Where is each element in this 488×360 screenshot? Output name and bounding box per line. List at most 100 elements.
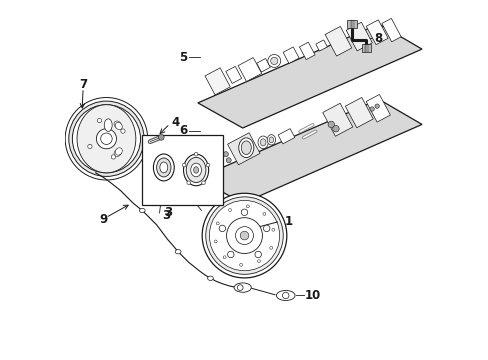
Ellipse shape <box>115 122 122 130</box>
Ellipse shape <box>175 249 181 254</box>
Circle shape <box>205 197 283 274</box>
Circle shape <box>327 121 334 128</box>
Polygon shape <box>198 24 421 128</box>
Circle shape <box>239 264 242 266</box>
Polygon shape <box>256 58 270 72</box>
Circle shape <box>271 228 274 231</box>
Circle shape <box>72 105 140 173</box>
Polygon shape <box>225 66 241 84</box>
Circle shape <box>254 251 261 258</box>
Circle shape <box>227 251 234 258</box>
Circle shape <box>182 163 185 167</box>
Text: 2: 2 <box>181 195 188 208</box>
Polygon shape <box>198 99 421 203</box>
Ellipse shape <box>193 167 198 173</box>
Circle shape <box>158 134 164 140</box>
Polygon shape <box>238 58 261 81</box>
Polygon shape <box>366 20 387 45</box>
Circle shape <box>226 158 231 163</box>
Circle shape <box>267 54 280 67</box>
Circle shape <box>257 260 260 263</box>
Ellipse shape <box>234 283 251 292</box>
Ellipse shape <box>276 291 294 301</box>
Text: 6: 6 <box>179 124 187 138</box>
Circle shape <box>216 222 219 225</box>
Ellipse shape <box>268 137 273 143</box>
Circle shape <box>226 218 262 253</box>
Bar <box>346 21 356 28</box>
Circle shape <box>214 159 221 166</box>
Ellipse shape <box>156 158 171 177</box>
Ellipse shape <box>186 157 205 183</box>
Ellipse shape <box>104 119 112 131</box>
Circle shape <box>97 118 102 123</box>
Text: 10: 10 <box>304 289 320 302</box>
Ellipse shape <box>115 148 122 155</box>
Text: 4: 4 <box>171 116 179 129</box>
Circle shape <box>111 155 115 159</box>
Polygon shape <box>283 47 299 63</box>
Circle shape <box>240 231 248 240</box>
Polygon shape <box>204 68 230 95</box>
Circle shape <box>374 104 379 108</box>
Circle shape <box>209 201 279 271</box>
Circle shape <box>263 225 269 231</box>
Circle shape <box>369 107 373 111</box>
Ellipse shape <box>266 135 275 145</box>
Bar <box>361 44 370 51</box>
Text: 3: 3 <box>162 209 170 222</box>
Polygon shape <box>325 26 351 56</box>
Circle shape <box>186 181 190 185</box>
Polygon shape <box>381 18 400 42</box>
Circle shape <box>214 240 217 243</box>
Ellipse shape <box>190 163 201 177</box>
Ellipse shape <box>258 136 268 149</box>
Polygon shape <box>227 133 260 165</box>
Circle shape <box>87 144 92 149</box>
Polygon shape <box>278 129 294 144</box>
Ellipse shape <box>139 208 145 213</box>
Circle shape <box>206 163 209 167</box>
Circle shape <box>201 181 205 185</box>
Circle shape <box>228 208 231 211</box>
Ellipse shape <box>238 138 253 158</box>
Circle shape <box>237 285 243 291</box>
Polygon shape <box>77 105 136 173</box>
Circle shape <box>263 212 265 215</box>
Text: 8: 8 <box>373 32 382 45</box>
Polygon shape <box>299 42 314 60</box>
Ellipse shape <box>241 141 251 154</box>
Ellipse shape <box>260 139 265 146</box>
Ellipse shape <box>114 121 121 128</box>
Circle shape <box>210 152 217 158</box>
Circle shape <box>282 292 288 299</box>
Circle shape <box>101 133 112 144</box>
Polygon shape <box>315 40 327 51</box>
Text: 5: 5 <box>179 51 187 64</box>
Ellipse shape <box>183 154 208 186</box>
Circle shape <box>223 152 228 157</box>
Circle shape <box>223 256 225 259</box>
Text: 1: 1 <box>284 215 292 228</box>
Polygon shape <box>366 94 389 122</box>
Polygon shape <box>345 98 372 128</box>
Circle shape <box>69 101 144 176</box>
Circle shape <box>219 225 225 231</box>
Circle shape <box>332 126 339 132</box>
Circle shape <box>96 129 116 149</box>
Text: 3: 3 <box>163 207 172 220</box>
Polygon shape <box>322 103 352 136</box>
Circle shape <box>194 152 198 156</box>
Circle shape <box>202 193 286 278</box>
Circle shape <box>246 205 249 208</box>
Ellipse shape <box>114 149 121 157</box>
Ellipse shape <box>160 162 167 173</box>
Ellipse shape <box>153 154 174 181</box>
Circle shape <box>235 226 253 244</box>
Circle shape <box>269 246 272 249</box>
Circle shape <box>121 129 125 133</box>
Circle shape <box>65 98 147 180</box>
Polygon shape <box>346 22 371 51</box>
Text: 9: 9 <box>99 213 107 226</box>
Ellipse shape <box>207 276 213 280</box>
